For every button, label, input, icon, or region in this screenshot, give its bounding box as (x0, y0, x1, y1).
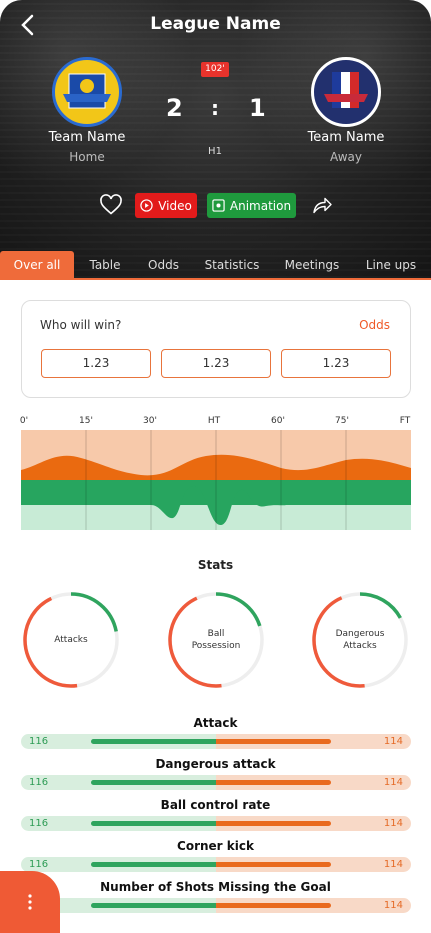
odds-link[interactable]: Odds (359, 318, 390, 332)
away-fill (216, 903, 331, 908)
bar-title: Corner kick (177, 839, 254, 853)
timeline-label: FT (399, 416, 411, 426)
tab-meetings[interactable]: Meetings (284, 257, 340, 272)
stat-bar: 116 114 (21, 734, 411, 749)
match-minute-badge: 102' (201, 62, 229, 77)
who-will-win-card: Who will win? Odds 1.23 1.23 1.23 (21, 300, 411, 398)
donut-label-text: Dangerous (335, 629, 385, 639)
more-vertical-icon (28, 894, 32, 910)
away-value: 114 (383, 736, 403, 747)
who-will-win-title: Who will win? (40, 318, 122, 332)
match-header: League Name Team Name Home Team Name Awa… (0, 0, 431, 278)
home-fill (91, 780, 216, 785)
home-momentum-wave (21, 480, 411, 526)
away-score: 1 (249, 94, 266, 122)
draw-odds[interactable]: 1.23 (161, 349, 271, 378)
bar-title: Dangerous attack (155, 757, 276, 771)
animation-icon (212, 199, 225, 212)
more-options-button[interactable] (0, 871, 60, 933)
home-team-logo[interactable] (52, 57, 122, 127)
stat-bar: 116 114 (21, 857, 411, 872)
back-arrow-icon[interactable] (16, 12, 42, 38)
timeline-label: 0' (19, 416, 29, 426)
away-team-name[interactable]: Team Name (307, 130, 385, 145)
score-separator: : (211, 96, 219, 120)
league-title: League Name (150, 14, 281, 34)
away-label: Away (330, 150, 362, 164)
match-period: H1 (208, 146, 222, 157)
donut-label-text: Attacks (343, 641, 377, 651)
possession-home-arc (168, 592, 264, 688)
away-fill (216, 821, 331, 826)
tab-table[interactable]: Table (89, 257, 121, 272)
away-fill (216, 780, 331, 785)
home-value: 116 (29, 818, 49, 829)
tab-statistics[interactable]: Statistics (204, 257, 260, 272)
bar-title: Ball control rate (160, 798, 271, 812)
home-fill (91, 821, 216, 826)
away-value: 114 (383, 818, 403, 829)
away-value: 114 (383, 900, 403, 911)
home-value: 116 (29, 859, 49, 870)
home-label: Home (69, 150, 105, 164)
home-score: 2 (166, 94, 183, 122)
possession-donut (168, 592, 264, 688)
attacks-home-arc (23, 592, 119, 688)
away-fill (216, 739, 331, 744)
donut-label-text: Attacks (54, 635, 88, 645)
away-crest-icon (324, 72, 368, 108)
favorite-button[interactable] (99, 193, 123, 218)
dangerous-attacks-donut (312, 592, 408, 688)
away-fill (216, 862, 331, 867)
attacks-away-arc (23, 592, 119, 688)
tab-odds[interactable]: Odds (148, 257, 179, 272)
animation-label: Animation (229, 198, 292, 213)
attacks-label: Attacks (21, 590, 121, 690)
away-win-odds[interactable]: 1.23 (281, 349, 391, 378)
possession-label: Ball Possession (166, 590, 266, 690)
home-crest-icon (63, 73, 111, 109)
stat-bar: 116 114 (21, 898, 411, 913)
home-fill (91, 739, 216, 744)
away-momentum-wave (21, 454, 411, 480)
home-win-odds[interactable]: 1.23 (41, 349, 151, 378)
bar-title: Number of Shots Missing the Goal (100, 880, 331, 894)
timeline-label: 60' (271, 416, 285, 426)
timeline-label: 30' (143, 416, 157, 426)
away-team-logo[interactable] (311, 57, 381, 127)
stadium-background (0, 0, 431, 278)
match-tabs: Over all Table Odds Statistics Meetings … (0, 251, 431, 280)
home-value: 116 (29, 777, 49, 788)
donut-label-text: Ball (207, 629, 225, 639)
attacks-donut (23, 592, 119, 688)
video-label: Video (158, 198, 192, 213)
home-team-name[interactable]: Team Name (48, 130, 126, 145)
dangerous-away-arc (312, 592, 408, 688)
possession-away-arc (168, 592, 264, 688)
animation-button[interactable]: Animation (207, 193, 296, 218)
home-fill (91, 862, 216, 867)
dangerous-home-arc (312, 592, 408, 688)
tab-over-all[interactable]: Over all (0, 251, 74, 278)
donut-label-text: Possession (191, 641, 241, 651)
tab-line-ups[interactable]: Line ups (365, 257, 417, 272)
bar-title: Attack (193, 716, 238, 730)
momentum-chart (21, 430, 411, 530)
timeline-label: 15' (79, 416, 93, 426)
share-icon (313, 197, 332, 214)
dangerous-attacks-label: Dangerous Attacks (310, 590, 410, 690)
away-value: 114 (383, 859, 403, 870)
home-fill (91, 903, 216, 908)
timeline-label: 75' (335, 416, 349, 426)
stats-title: Stats (197, 558, 234, 572)
video-button[interactable]: Video (135, 193, 197, 218)
home-value: 116 (29, 736, 49, 747)
share-button[interactable] (311, 193, 333, 218)
play-icon (140, 199, 153, 212)
away-value: 114 (383, 777, 403, 788)
timeline-label: HT (207, 416, 221, 426)
stat-bar: 116 114 (21, 816, 411, 831)
heart-icon (100, 194, 122, 215)
stat-bar: 116 114 (21, 775, 411, 790)
